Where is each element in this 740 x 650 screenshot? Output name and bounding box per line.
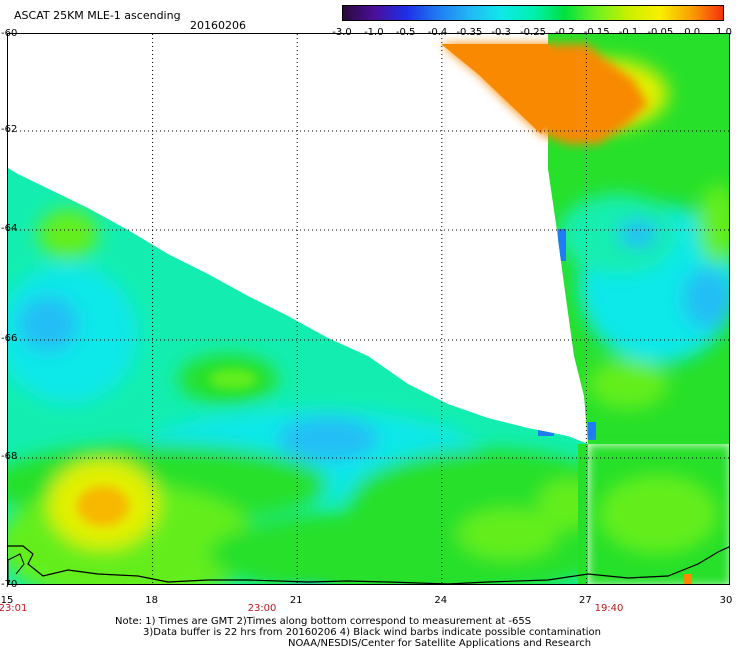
longitude-label: 21 bbox=[289, 595, 303, 606]
colorbar-label: -0.05 bbox=[647, 27, 674, 38]
colorbar-label: -0.2 bbox=[555, 27, 575, 38]
colorbar-label: -0.3 bbox=[491, 27, 511, 38]
notes: Note: 1) Times are GMT 2)Times along bot… bbox=[115, 616, 601, 649]
map-date: 20160206 bbox=[190, 19, 246, 32]
colorbar-label: -0.4 bbox=[427, 27, 448, 38]
gridlines bbox=[8, 34, 729, 584]
colorbar-label: -1.0 bbox=[364, 27, 384, 38]
colorbar-label: -0.5 bbox=[395, 27, 416, 38]
time-label: 23:01 bbox=[0, 603, 28, 614]
colorbar-labels: -3.0 -1.0 -0.5 -0.4 -0.35 -0.3 -0.25 -0.2 -0.15-… bbox=[330, 27, 735, 39]
longitude-label: 27 bbox=[579, 595, 592, 606]
colorbar-label: -0.1 bbox=[618, 27, 639, 38]
note-line-2: 3)Data buffer is 22 hrs from 20160206 4)… bbox=[143, 627, 601, 638]
longitude-label: 18 bbox=[145, 595, 158, 606]
latitude-label: -66 bbox=[1, 333, 18, 344]
longitude-label: 30 bbox=[719, 595, 733, 606]
colorbar-label: 1.0 bbox=[716, 27, 732, 38]
orange-swath bbox=[441, 44, 648, 144]
colorbar-label: -0.15 bbox=[583, 27, 610, 38]
map-title: ASCAT 25KM MLE-1 ascending bbox=[14, 9, 181, 22]
latitude-label: -64 bbox=[1, 223, 18, 234]
latitude-label: -62 bbox=[1, 124, 18, 135]
colorbar bbox=[342, 5, 724, 21]
longitude-label: 24 bbox=[434, 595, 448, 606]
colorbar-label: -0.25 bbox=[520, 27, 546, 38]
colorbar-label: -3.0 bbox=[332, 27, 352, 38]
note-line-1: Note: 1) Times are GMT 2)Times along bot… bbox=[115, 616, 532, 627]
latitude-label: -70 bbox=[1, 579, 18, 590]
colorbar-label: 0.0 bbox=[684, 27, 701, 38]
swath-map-svg bbox=[8, 34, 729, 584]
time-label: 19:40 bbox=[594, 603, 624, 614]
latitude-label: -60 bbox=[1, 28, 18, 39]
longitude-label: 15 bbox=[0, 595, 14, 606]
colorbar-label: -0.35 bbox=[456, 27, 483, 38]
time-label: 23:00 bbox=[247, 603, 277, 614]
swath-map bbox=[7, 33, 730, 585]
coastline bbox=[8, 545, 729, 584]
note-line-3: NOAA/NESDIS/Center for Satellite Applica… bbox=[288, 638, 592, 649]
latitude-label: -68 bbox=[1, 451, 18, 462]
